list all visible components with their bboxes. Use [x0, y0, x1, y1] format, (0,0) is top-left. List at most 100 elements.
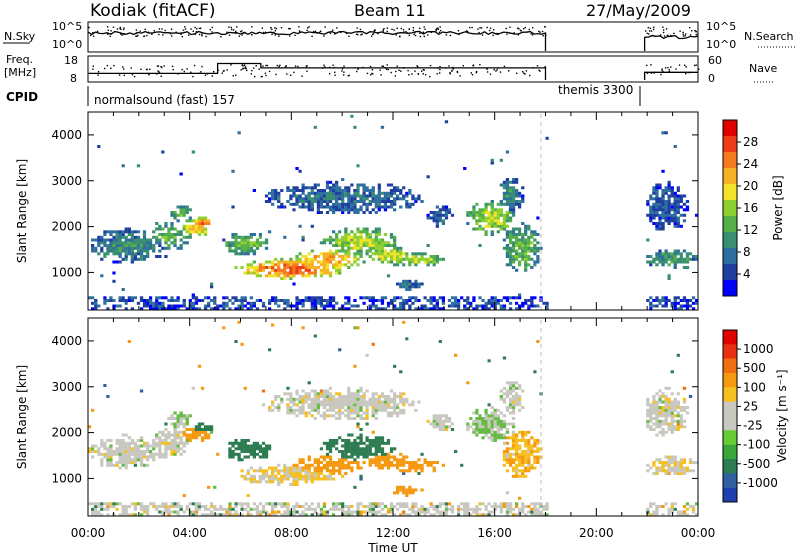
power-cell — [274, 301, 278, 305]
power-cell — [414, 252, 418, 256]
power-cell — [673, 219, 677, 223]
power-cell — [191, 230, 195, 234]
power-cell — [499, 304, 503, 308]
velocity-cell — [170, 439, 174, 442]
velocity-cell — [173, 505, 177, 508]
power-cell — [377, 307, 381, 311]
velocity-cell — [380, 463, 385, 467]
velocity-cell — [133, 502, 137, 506]
velocity-cell — [139, 439, 144, 442]
power-cell — [347, 233, 351, 236]
power-cell — [109, 238, 113, 242]
power-cell — [328, 186, 333, 190]
nave-dot — [110, 67, 112, 69]
velocity-cell — [222, 507, 226, 511]
velocity-cell — [389, 507, 394, 511]
power-cell — [298, 271, 302, 275]
velocity-cell — [313, 507, 317, 511]
velocity-cell — [432, 419, 436, 423]
velocity-cell — [667, 386, 671, 390]
nsearch-dot — [445, 34, 448, 36]
nsearch-dot — [123, 33, 125, 36]
velocity-cell — [356, 441, 360, 445]
velocity-cell — [139, 452, 144, 456]
velocity-cell — [466, 502, 470, 506]
velocity-cell — [493, 507, 497, 511]
velocity-cell — [203, 513, 208, 517]
power-cell — [301, 186, 305, 190]
power-cell — [508, 194, 513, 198]
velocity-cell — [408, 463, 412, 467]
power-cell — [298, 205, 302, 209]
power-cell — [511, 241, 516, 245]
velocity-cell — [228, 507, 232, 511]
power-cell — [139, 252, 144, 256]
power-cell — [667, 263, 671, 267]
velocity-cell — [649, 505, 653, 508]
velocity-cell — [493, 425, 497, 429]
power-cell — [518, 246, 522, 250]
power-cell — [332, 211, 336, 214]
velocity-cell — [347, 406, 351, 409]
nave-dot — [245, 67, 247, 70]
power-cell — [332, 189, 336, 192]
power-cell — [655, 200, 659, 203]
power-cell — [298, 266, 302, 269]
velocity-cell — [100, 507, 104, 511]
power-cell — [396, 257, 400, 261]
velocity-cell — [328, 458, 333, 462]
power-cell — [383, 241, 388, 245]
velocity-cell — [670, 408, 674, 412]
velocity-cell — [679, 408, 683, 412]
velocity-cell — [118, 452, 122, 456]
velocity-cell — [435, 417, 439, 420]
velocity-cell — [508, 507, 513, 511]
nsearch-dot — [241, 30, 243, 32]
velocity-cell — [487, 425, 491, 429]
power-cell — [673, 191, 677, 195]
power-cell — [261, 263, 266, 267]
nave-dot — [97, 74, 99, 76]
velocity-cell — [258, 477, 262, 481]
power-cell — [216, 304, 220, 308]
velocity-cell — [661, 513, 665, 517]
velocity-cell — [441, 502, 445, 506]
velocity-cell — [328, 397, 333, 401]
power-cell — [438, 307, 442, 311]
power-cell — [450, 304, 455, 308]
power-cell — [655, 183, 659, 187]
velocity-cell — [179, 436, 183, 440]
velocity-cell — [118, 466, 122, 470]
nave-dot — [372, 73, 374, 75]
velocity-cell — [368, 510, 372, 514]
velocity-cell — [670, 406, 674, 409]
nsearch-dot — [437, 27, 439, 29]
power-cell — [505, 216, 510, 220]
power-cell — [234, 246, 238, 250]
nsearch-dot — [262, 31, 265, 34]
power-cell — [649, 263, 653, 267]
power-cell — [283, 266, 287, 269]
power-cell — [505, 296, 510, 300]
velocity-cell — [91, 408, 95, 412]
velocity-cell — [301, 461, 305, 464]
colorbar-tick-label: 28 — [743, 135, 758, 149]
velocity-cell — [508, 436, 513, 440]
power-cell — [286, 200, 290, 203]
power-cell — [402, 279, 406, 283]
nave-dot — [92, 68, 94, 70]
power-cell — [319, 268, 323, 272]
power-cell — [344, 255, 348, 258]
power-cell — [185, 224, 189, 228]
velocity-cell — [176, 444, 180, 448]
power-cell — [393, 249, 397, 253]
velocity-cell — [493, 439, 497, 442]
power-cell — [158, 233, 162, 236]
nsearch-dot — [689, 27, 691, 29]
velocity-cell — [252, 455, 256, 459]
power-cell — [499, 299, 503, 302]
power-cell — [472, 227, 476, 231]
velocity-cell — [127, 505, 131, 508]
power-cell — [414, 285, 418, 289]
velocity-cell — [362, 395, 366, 398]
